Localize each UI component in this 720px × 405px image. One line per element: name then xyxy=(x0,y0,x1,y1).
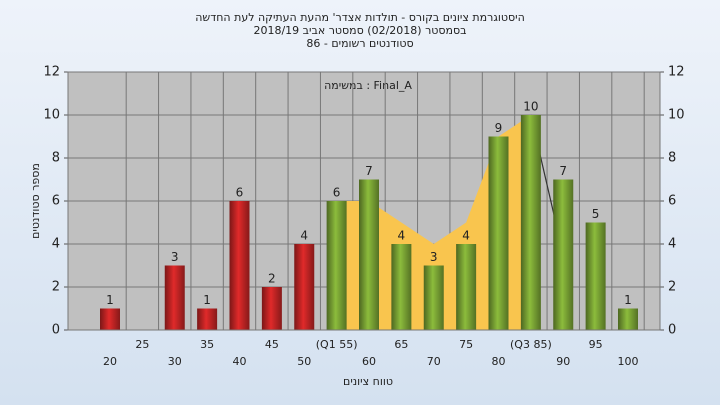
value-label: 4 xyxy=(462,229,470,243)
x-tick-label: 90 xyxy=(556,355,570,368)
value-label: 1 xyxy=(106,293,114,307)
bar xyxy=(553,179,574,330)
bar xyxy=(326,201,347,330)
value-label: 6 xyxy=(236,186,244,200)
y-tick-label: 10 xyxy=(43,108,60,123)
y-tick-label: 8 xyxy=(52,151,60,166)
bar xyxy=(423,265,444,330)
value-label: 3 xyxy=(171,250,179,264)
x-tick-label: 30 xyxy=(168,355,182,368)
x-tick-label: 80 xyxy=(492,355,506,368)
bar xyxy=(261,287,282,330)
value-label: 1 xyxy=(203,293,211,307)
y2-tick-label: 2 xyxy=(668,280,676,295)
bar xyxy=(488,136,509,330)
bar xyxy=(229,201,250,330)
x-tick-label: 20 xyxy=(103,355,117,368)
title-line: היסטוגרמת ציונים בקורס - תולדות אצדר' מה… xyxy=(195,11,525,24)
plot-frame xyxy=(67,71,661,331)
annotation: במשימה : Final_A xyxy=(324,79,412,92)
y-tick-label: 6 xyxy=(52,194,60,209)
x-tick-label: 100 xyxy=(618,355,639,368)
y-tick-label: 2 xyxy=(52,280,60,295)
y-tick-label: 0 xyxy=(52,323,60,338)
area xyxy=(336,115,531,330)
y-tick-label: 4 xyxy=(52,237,60,252)
x-tick-label: 70 xyxy=(427,355,441,368)
y2-tick-label: 4 xyxy=(668,237,676,252)
y2-tick-label: 12 xyxy=(668,65,685,80)
title-line: סטודנטים רשומים - 86 xyxy=(306,37,413,50)
x-tick-label: (Q1 55) xyxy=(316,338,358,351)
x-tick-label: 40 xyxy=(233,355,247,368)
y2-tick-label: 8 xyxy=(668,151,676,166)
x-tick-label: 45 xyxy=(265,338,279,351)
x-tick-label: 50 xyxy=(297,355,311,368)
x-tick-label: 60 xyxy=(362,355,376,368)
bar xyxy=(585,222,606,330)
value-label: 1 xyxy=(624,293,632,307)
bar xyxy=(100,308,120,330)
title-line: בסמסטר (02/2018) סמסטר אביב 2018/19 xyxy=(253,24,466,37)
bar xyxy=(391,244,412,330)
value-label: 3 xyxy=(430,250,438,264)
y2-tick-label: 0 xyxy=(668,323,676,338)
value-label: 4 xyxy=(398,229,406,243)
y2-tick-label: 10 xyxy=(668,108,685,123)
x-tick-label: 35 xyxy=(200,338,214,351)
value-label: 9 xyxy=(495,121,503,135)
x-axis-label: טווח ציונים xyxy=(343,375,393,388)
bar xyxy=(359,179,379,330)
y-axis-label: מספר סטודנטים xyxy=(29,163,42,239)
x-tick-label: 25 xyxy=(135,338,149,351)
bar xyxy=(618,308,638,330)
x-tick-label: (Q3 85) xyxy=(510,338,552,351)
value-label: 10 xyxy=(523,100,538,114)
value-label: 4 xyxy=(300,229,308,243)
x-tick-label: 95 xyxy=(589,338,603,351)
value-label: 7 xyxy=(365,164,373,178)
bar xyxy=(164,265,185,330)
value-label: 5 xyxy=(592,207,600,221)
value-label: 7 xyxy=(559,164,567,178)
x-tick-label: 65 xyxy=(394,338,408,351)
bar xyxy=(294,244,315,330)
bar xyxy=(197,308,218,330)
bar xyxy=(456,244,477,330)
x-tick-label: 75 xyxy=(459,338,473,351)
y2-tick-label: 6 xyxy=(668,194,676,209)
value-label: 6 xyxy=(333,186,341,200)
value-label: 2 xyxy=(268,272,276,286)
bar xyxy=(520,115,541,330)
y-tick-label: 12 xyxy=(43,65,60,80)
